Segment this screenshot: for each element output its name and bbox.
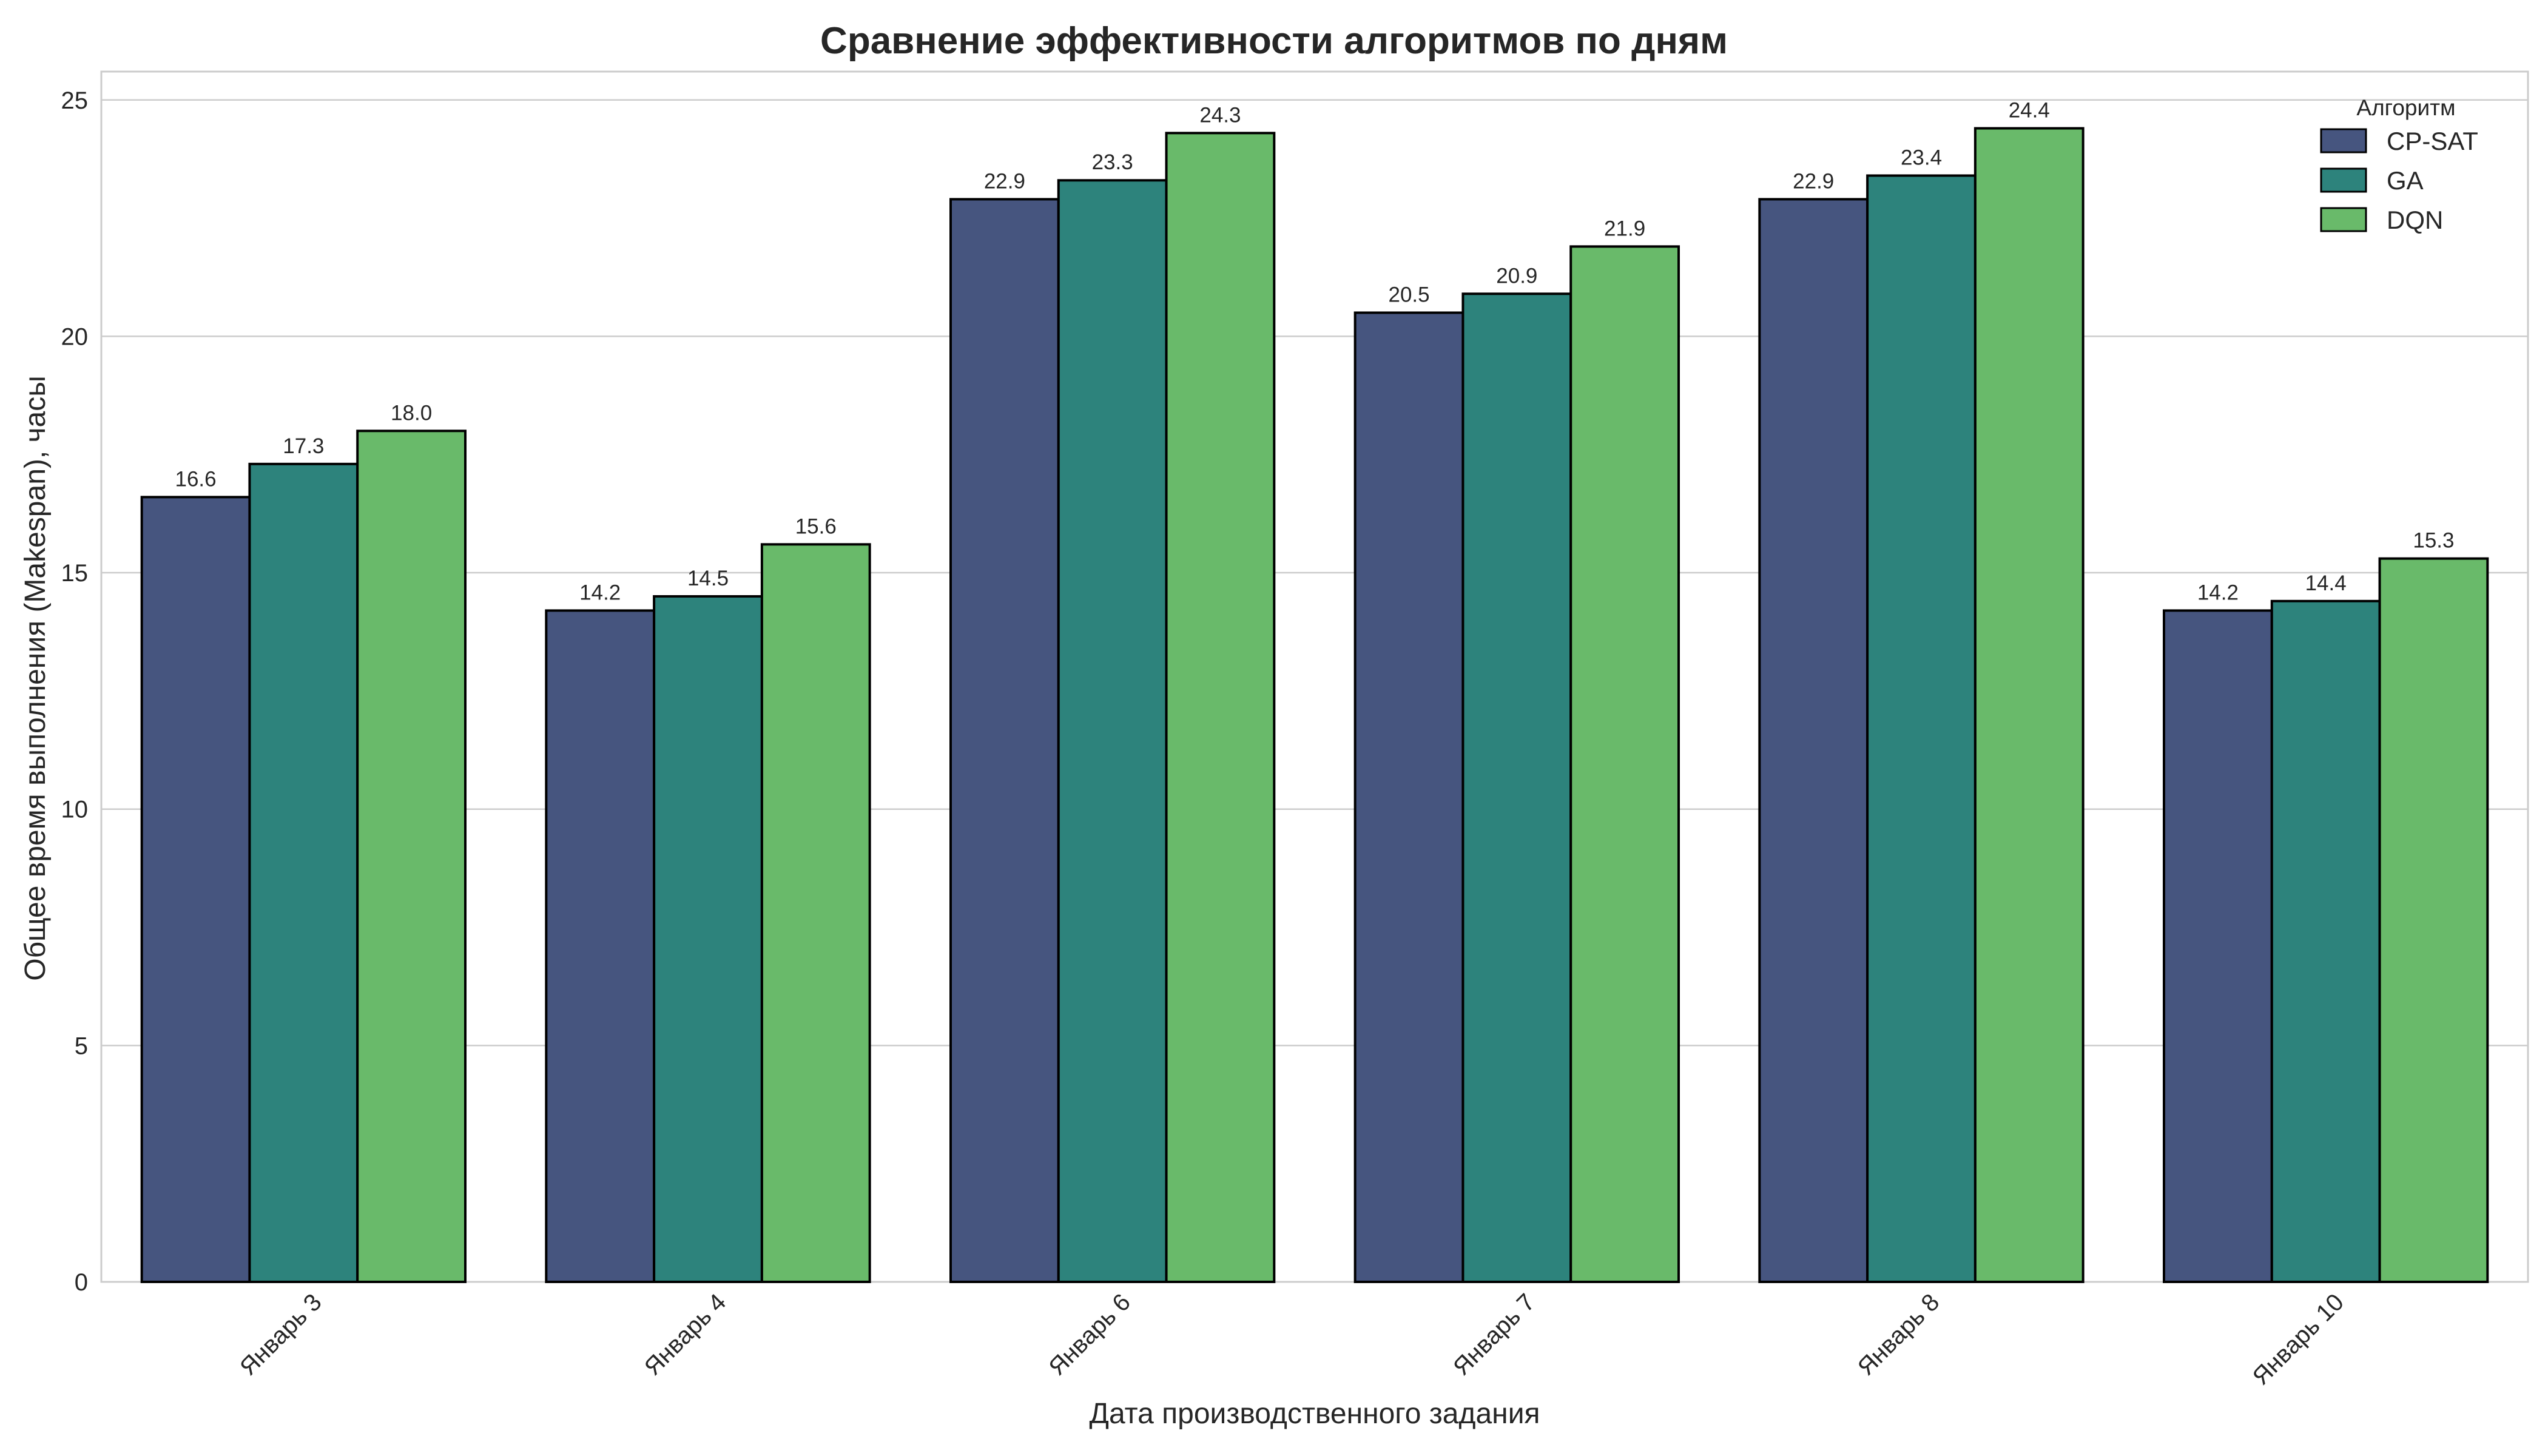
x-tick-label: Январь 8 bbox=[1853, 1289, 1945, 1381]
y-tick-label: 5 bbox=[75, 1033, 88, 1059]
legend-swatch bbox=[2320, 128, 2367, 153]
data-label: 14.2 bbox=[579, 581, 621, 604]
bar-ga bbox=[1866, 174, 1977, 1283]
data-label: 14.5 bbox=[687, 567, 729, 590]
data-label: 17.3 bbox=[283, 434, 324, 458]
data-label: 14.2 bbox=[2197, 581, 2239, 604]
bar-cp-sat bbox=[1353, 311, 1464, 1283]
legend-label: CP-SAT bbox=[2387, 127, 2478, 155]
bar-cp-sat bbox=[545, 609, 656, 1283]
legend-swatch bbox=[2320, 167, 2367, 193]
data-label: 16.6 bbox=[175, 467, 216, 491]
bar-ga bbox=[1057, 179, 1168, 1283]
bar-ga bbox=[653, 595, 763, 1283]
bar-dqn bbox=[1165, 132, 1276, 1283]
bar-ga bbox=[2270, 599, 2381, 1283]
data-label: 20.5 bbox=[1388, 283, 1429, 306]
legend: Алгоритм CP-SAT GA DQN bbox=[2320, 95, 2478, 234]
bar-dqn bbox=[2378, 557, 2489, 1283]
bar-cp-sat bbox=[140, 496, 251, 1283]
data-label: 15.6 bbox=[795, 514, 837, 538]
data-label: 23.4 bbox=[1901, 146, 1942, 169]
x-tick-label: Январь 4 bbox=[639, 1289, 732, 1381]
bar-ga bbox=[248, 462, 359, 1283]
data-label: 15.3 bbox=[2413, 529, 2454, 553]
data-label: 21.9 bbox=[1604, 217, 1645, 240]
y-tick-label: 20 bbox=[61, 323, 89, 350]
bar-dqn bbox=[1973, 127, 2085, 1283]
x-tick-label: Январь 3 bbox=[235, 1289, 327, 1381]
bar-dqn bbox=[760, 543, 871, 1283]
bar-ga bbox=[1461, 292, 1572, 1283]
y-tick-label: 15 bbox=[61, 560, 89, 587]
data-label: 20.9 bbox=[1496, 264, 1537, 288]
plot-frame bbox=[100, 70, 2529, 1283]
data-label: 18.0 bbox=[391, 401, 432, 425]
legend-label: GA bbox=[2387, 166, 2424, 195]
x-axis-label: Дата производственного задания bbox=[1090, 1398, 1540, 1430]
bar-dqn bbox=[1569, 245, 1680, 1283]
x-tick-label: Январь 6 bbox=[1043, 1289, 1136, 1381]
y-axis-label: Общее время выполнения (Makespan), часы bbox=[19, 376, 52, 981]
data-label: 22.9 bbox=[984, 169, 1025, 193]
plot-area: 0 5 10 15 20 25 16.6 14.2 22.9 20.5 22.9 14.2 17.3 14… bbox=[61, 70, 2529, 1390]
bar-cp-sat bbox=[1758, 198, 1869, 1283]
x-tick-label: Январь 7 bbox=[1448, 1289, 1540, 1381]
bar-cp-sat bbox=[949, 198, 1060, 1283]
data-label: 24.3 bbox=[1199, 103, 1241, 127]
x-tick-label: Январь 10 bbox=[2248, 1289, 2349, 1390]
legend-label: DQN bbox=[2387, 206, 2443, 234]
y-tick-label: 10 bbox=[61, 797, 89, 823]
y-tick-label: 25 bbox=[61, 87, 89, 114]
data-label: 24.4 bbox=[2009, 99, 2050, 123]
data-label: 22.9 bbox=[1793, 169, 1834, 193]
bar-cp-sat bbox=[2163, 609, 2273, 1283]
y-tick-label: 0 bbox=[75, 1269, 88, 1296]
data-label: 23.3 bbox=[1092, 150, 1133, 174]
legend-swatch bbox=[2320, 207, 2367, 232]
bar-dqn bbox=[356, 430, 467, 1283]
chart-title: Сравнение эффективности алгоритмов по дн… bbox=[820, 20, 1728, 62]
data-label: 14.4 bbox=[2305, 571, 2347, 595]
legend-title: Алгоритм bbox=[2356, 95, 2455, 120]
